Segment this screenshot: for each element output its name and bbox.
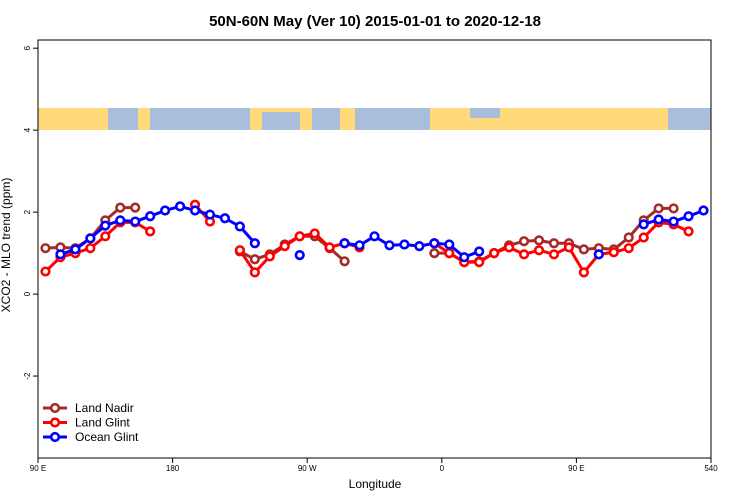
point xyxy=(70,244,81,255)
point xyxy=(668,216,679,227)
point xyxy=(130,216,141,227)
point xyxy=(459,252,470,263)
point xyxy=(653,214,664,225)
point xyxy=(608,247,619,258)
point xyxy=(40,266,51,277)
map-strip xyxy=(38,108,711,130)
legend-marker xyxy=(49,417,61,428)
point xyxy=(489,247,500,259)
point xyxy=(339,238,350,249)
point xyxy=(145,226,156,237)
point xyxy=(578,267,589,278)
point xyxy=(638,232,649,243)
point xyxy=(653,203,664,214)
legend-label: Ocean Glint xyxy=(75,430,139,444)
legend-marker xyxy=(49,431,61,443)
point xyxy=(85,233,96,244)
point xyxy=(504,242,515,253)
point xyxy=(219,213,231,224)
point xyxy=(474,257,485,268)
point xyxy=(279,241,290,252)
point xyxy=(324,242,335,253)
point xyxy=(623,243,634,254)
y-tick-label: 2 xyxy=(23,209,32,214)
point xyxy=(429,247,440,259)
point xyxy=(294,250,305,261)
point xyxy=(399,239,410,250)
x-tick-label: 90 W xyxy=(298,464,317,473)
point xyxy=(698,205,709,216)
legend-label: Land Glint xyxy=(75,416,130,430)
point xyxy=(429,238,440,249)
x-tick-label: 90 E xyxy=(568,464,584,473)
point xyxy=(115,202,126,213)
x-axis-label: Longitude xyxy=(349,477,402,491)
x-tick-label: 540 xyxy=(704,464,718,473)
x-tick-label: 180 xyxy=(166,464,180,473)
point xyxy=(145,211,156,222)
y-axis-label: XCO2 - MLO trend (ppm) xyxy=(0,178,13,313)
point xyxy=(174,201,186,212)
point xyxy=(294,231,305,242)
point xyxy=(40,243,51,254)
point xyxy=(563,242,575,253)
point xyxy=(115,215,126,226)
point xyxy=(100,220,111,231)
point xyxy=(249,238,260,249)
point xyxy=(339,256,350,267)
y-tick-label: 4 xyxy=(23,127,32,132)
point xyxy=(249,254,260,265)
y-tick-label: 6 xyxy=(23,45,32,50)
point xyxy=(548,249,560,260)
point xyxy=(234,245,245,256)
plot-frame xyxy=(37,39,712,459)
point xyxy=(518,249,530,260)
point xyxy=(593,249,604,260)
point xyxy=(130,202,141,213)
point xyxy=(638,219,649,230)
chart-title: 50N-60N May (Ver 10) 2015-01-01 to 2020-… xyxy=(209,13,541,30)
point xyxy=(234,221,245,232)
point xyxy=(100,231,111,242)
point xyxy=(533,245,545,256)
point xyxy=(444,247,455,259)
y-tick-label: 0 xyxy=(23,291,32,296)
point xyxy=(444,239,455,250)
point xyxy=(683,226,694,237)
point xyxy=(623,232,634,243)
point xyxy=(414,241,425,252)
series-line xyxy=(44,203,690,275)
point xyxy=(474,246,485,257)
point xyxy=(683,211,694,222)
x-tick-label: 90 E xyxy=(30,464,46,473)
point xyxy=(533,235,545,246)
point xyxy=(369,231,380,242)
legend-marker xyxy=(49,402,61,414)
point xyxy=(518,236,530,247)
legend-label: Land Nadir xyxy=(75,401,134,415)
point xyxy=(668,203,679,214)
point xyxy=(204,209,216,220)
series-line xyxy=(45,206,674,264)
x-tick-label: 0 xyxy=(440,464,445,473)
point xyxy=(55,249,66,260)
point xyxy=(354,240,365,251)
point xyxy=(384,240,395,251)
point xyxy=(548,238,560,249)
point xyxy=(264,251,275,262)
point xyxy=(309,228,320,239)
point xyxy=(578,244,589,255)
y-tick-label: -2 xyxy=(23,372,32,380)
point xyxy=(160,205,171,216)
point xyxy=(249,267,260,278)
point xyxy=(85,243,96,254)
point xyxy=(189,205,201,216)
